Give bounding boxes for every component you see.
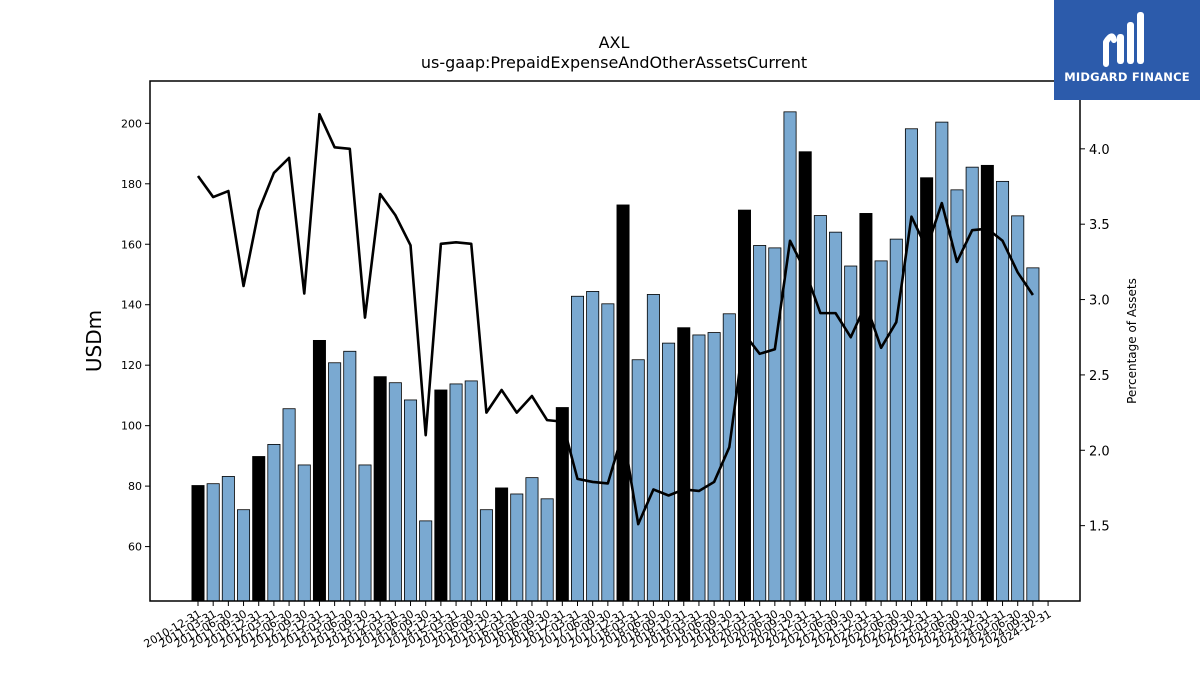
chart-title: AXL (599, 33, 630, 52)
y2-tick-label: 3.0 (1089, 294, 1110, 309)
bar (768, 247, 782, 602)
y-tick-label: 180 (121, 178, 142, 191)
bar (1026, 267, 1040, 602)
bar (191, 485, 205, 602)
bar (859, 213, 873, 602)
percentage-line-series (196, 112, 1034, 526)
bar (935, 121, 949, 602)
y-axis-label: USDm (82, 310, 106, 372)
left-y-axis: 60 80 100 120 140 160 180 200 (121, 117, 150, 554)
bar (753, 245, 767, 602)
bar (297, 464, 311, 602)
bar (586, 291, 600, 602)
bar (479, 509, 493, 602)
bar (783, 111, 797, 602)
bar (206, 483, 220, 602)
bar (677, 327, 691, 602)
y-tick-label: 140 (121, 299, 142, 312)
bar (328, 362, 342, 602)
bar (252, 456, 266, 602)
bar (707, 332, 721, 602)
bar (312, 339, 326, 602)
y-tick-label: 200 (121, 117, 142, 130)
plot-frame (149, 80, 1081, 602)
bar (874, 260, 888, 602)
y2-tick-label: 1.5 (1089, 520, 1110, 535)
bar (813, 215, 827, 602)
y2-axis-label: Percentage of Assets (1125, 278, 1139, 404)
bar (631, 359, 645, 602)
bar (844, 265, 858, 602)
bar (571, 295, 585, 602)
bar (737, 209, 751, 602)
bar (904, 128, 918, 602)
bar (464, 380, 478, 602)
bar (343, 350, 357, 602)
brand-logo: MIDGARD FINANCE (1054, 0, 1200, 100)
percentage-line (196, 112, 1034, 526)
bar (646, 294, 660, 602)
y-tick-label: 80 (128, 480, 142, 493)
bar (388, 382, 402, 602)
bar (495, 487, 509, 602)
x-axis: 2010-12-312011-03-312011-06-302011-09-30… (142, 601, 1054, 651)
bar (237, 509, 251, 602)
bar (616, 204, 630, 602)
y-tick-label: 160 (121, 238, 142, 251)
brand-mark-icon (1103, 12, 1144, 67)
bar (829, 231, 843, 602)
y-tick-label: 100 (121, 420, 142, 433)
bar (282, 408, 296, 602)
bar (692, 334, 706, 602)
brand-name: MIDGARD FINANCE (1064, 70, 1190, 84)
bar (525, 477, 539, 602)
bar (267, 443, 281, 602)
bar (373, 376, 387, 602)
y-tick-label: 60 (128, 541, 142, 554)
bar (662, 342, 676, 602)
bar (404, 399, 418, 602)
bar (434, 389, 448, 602)
bar (798, 151, 812, 602)
y-tick-label: 120 (121, 359, 142, 372)
bar (996, 180, 1010, 602)
y2-tick-label: 2.0 (1089, 444, 1110, 459)
right-y-axis: 1.5 2.0 2.5 3.0 3.5 4.0 (1080, 143, 1110, 535)
bar-series (191, 111, 1040, 602)
bar (449, 383, 463, 602)
y2-tick-label: 3.5 (1089, 218, 1110, 233)
bar (419, 520, 433, 602)
bar (601, 303, 615, 602)
chart-subtitle: us-gaap:PrepaidExpenseAndOtherAssetsCurr… (421, 53, 807, 72)
y2-tick-label: 4.0 (1089, 143, 1110, 158)
bar (510, 493, 524, 602)
bar (221, 476, 235, 602)
y2-tick-label: 2.5 (1089, 369, 1110, 384)
bar (540, 498, 554, 602)
bar (358, 464, 372, 602)
